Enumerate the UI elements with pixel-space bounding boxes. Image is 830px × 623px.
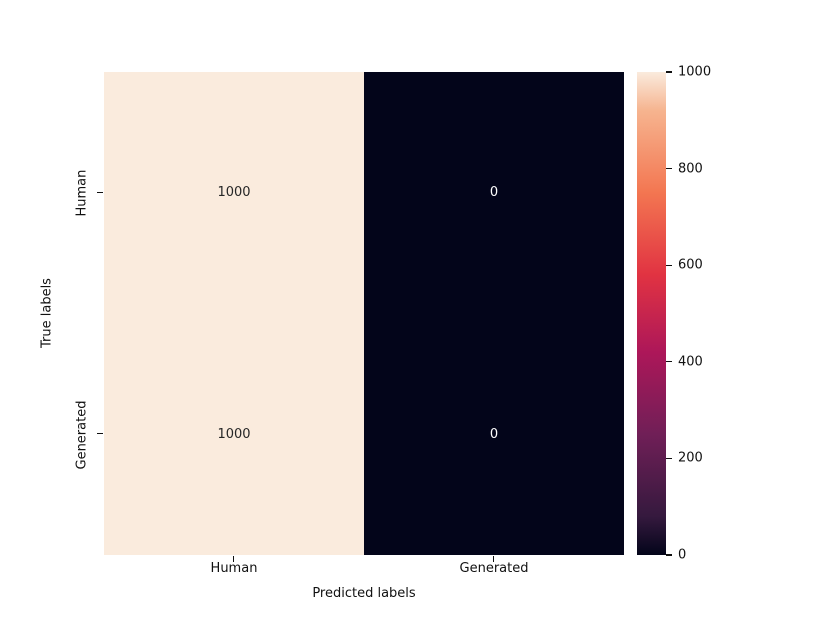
heatmap-cell-r0c1: 0	[364, 72, 624, 314]
colorbar-tick-label: 200	[678, 450, 703, 466]
x-tick-mark	[233, 556, 235, 562]
x-axis-label: Predicted labels	[312, 586, 416, 601]
colorbar-tick-mark	[666, 361, 672, 363]
colorbar-tick-label: 1000	[678, 64, 712, 80]
y-tick-label-human: Human	[74, 169, 90, 217]
y-tick-label-generated: Generated	[74, 399, 90, 469]
x-tick-mark	[493, 556, 495, 562]
colorbar-tick-mark	[666, 71, 672, 73]
y-axis-label: True labels	[39, 278, 55, 349]
colorbar-gradient	[637, 72, 666, 555]
y-tick-mark	[97, 433, 103, 435]
colorbar-tick-label: 600	[678, 257, 703, 273]
colorbar-tick-label: 400	[678, 354, 703, 370]
x-tick-label-generated: Generated	[459, 561, 529, 576]
heatmap: 1000 0 1000 0	[104, 72, 624, 555]
colorbar-tick-mark	[666, 457, 672, 460]
cell-value: 0	[489, 426, 499, 442]
cell-value: 1000	[217, 185, 251, 201]
colorbar-tick-label: 0	[678, 547, 687, 563]
heatmap-cell-r1c1: 0	[364, 313, 624, 555]
colorbar-tick-mark	[666, 554, 672, 556]
cell-value: 0	[489, 185, 499, 201]
x-tick-label-human: Human	[210, 561, 258, 576]
heatmap-cell-r0c0: 1000	[104, 72, 364, 314]
colorbar-ticks: 0 200 400 600 800 1000	[666, 65, 736, 563]
colorbar-tick-mark	[666, 167, 672, 170]
heatmap-cell-r1c0: 1000	[104, 313, 364, 555]
cell-value: 1000	[217, 426, 251, 442]
colorbar-tick-mark	[666, 264, 672, 266]
y-tick-mark	[97, 192, 103, 194]
colorbar-tick-label: 800	[678, 161, 703, 177]
